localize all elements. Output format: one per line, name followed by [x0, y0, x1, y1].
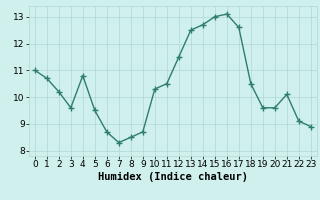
- X-axis label: Humidex (Indice chaleur): Humidex (Indice chaleur): [98, 172, 248, 182]
